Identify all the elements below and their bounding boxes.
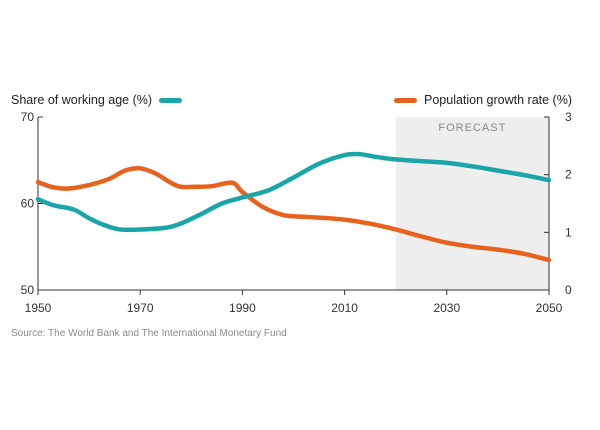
forecast-label: FORECAST <box>438 122 506 134</box>
legend-growth-rate: Population growth rate (%) <box>394 93 572 107</box>
left-tick-label: 70 <box>21 110 35 124</box>
legend-growth-rate-label: Population growth rate (%) <box>424 93 572 107</box>
legend-working-age-label: Share of working age (%) <box>11 93 153 107</box>
x-tick-label: 1970 <box>127 301 154 315</box>
left-tick-label: 50 <box>21 283 35 297</box>
x-tick-label: 2010 <box>331 301 358 315</box>
right-tick-label: 2 <box>565 168 572 182</box>
x-tick-label: 1950 <box>25 301 52 315</box>
x-tick-label: 2030 <box>433 301 460 315</box>
left-tick-label: 60 <box>21 197 35 211</box>
series-line-growth-rate <box>35 165 552 263</box>
source-note: Source: The World Bank and The Internati… <box>11 328 287 339</box>
legend-working-age-swatch <box>159 97 183 103</box>
right-tick-label: 0 <box>565 283 572 297</box>
forecast-region <box>395 117 549 290</box>
right-tick-label: 1 <box>565 225 572 239</box>
legend-working-age: Share of working age (%) <box>11 93 183 107</box>
right-tick-label: 3 <box>565 110 572 124</box>
x-tick-label: 1990 <box>229 301 256 315</box>
series-line-working-age <box>35 151 552 233</box>
x-tick-label: 2050 <box>536 301 563 315</box>
legend-growth-rate-swatch <box>394 97 417 103</box>
